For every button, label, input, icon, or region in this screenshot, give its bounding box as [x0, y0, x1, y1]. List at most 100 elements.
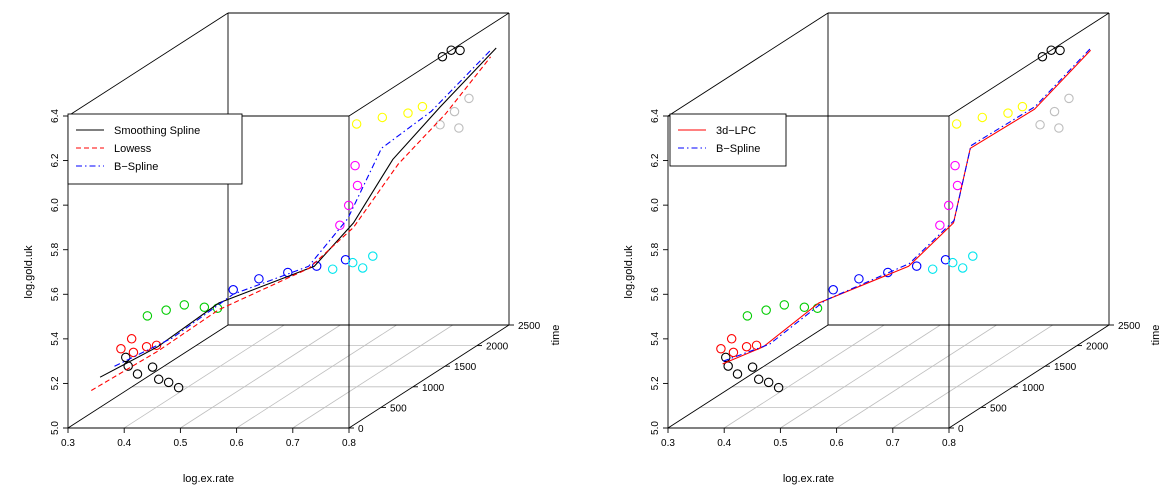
data-point — [173, 382, 184, 393]
data-point — [121, 352, 131, 363]
data-point — [927, 264, 938, 274]
z-tick-label: 500 — [390, 403, 407, 414]
y-axis-label: log.gold.uk — [623, 245, 635, 299]
curve-0 — [722, 49, 1091, 365]
data-point — [116, 344, 126, 354]
legend-label: Smoothing Spline — [114, 125, 200, 137]
curve-1 — [91, 56, 492, 391]
data-point — [812, 303, 823, 314]
y-tick-label: 5.2 — [50, 376, 61, 390]
series-7 — [1035, 93, 1074, 133]
series-4 — [927, 251, 978, 274]
box-edge — [67, 324, 229, 429]
data-point — [437, 51, 448, 62]
x-tick-label: 0.4 — [717, 438, 731, 449]
z-tick-label: 2500 — [1118, 321, 1141, 332]
series-0 — [721, 352, 784, 393]
series-8 — [1037, 45, 1065, 62]
data-point — [142, 311, 153, 321]
data-point — [311, 261, 322, 271]
data-point — [728, 347, 739, 358]
data-point — [883, 267, 893, 278]
data-point — [947, 257, 958, 268]
series-6 — [951, 101, 1028, 129]
y-tick-label: 6.2 — [50, 153, 61, 167]
data-point — [1017, 101, 1028, 112]
z-tick-label: 1500 — [454, 362, 477, 373]
y-tick-label: 5.0 — [50, 421, 61, 435]
data-point — [943, 200, 954, 211]
data-point — [721, 352, 731, 363]
data-point — [347, 257, 358, 268]
z-tick-label: 2000 — [1086, 342, 1109, 353]
series-1 — [116, 334, 162, 358]
data-point — [779, 300, 790, 310]
data-point — [228, 285, 238, 295]
y-tick-label: 5.2 — [650, 376, 661, 390]
box-edge — [667, 324, 829, 429]
x-tick-label: 0.4 — [117, 438, 131, 449]
data-point — [828, 285, 838, 295]
data-point — [454, 123, 464, 133]
z-axis-label: time — [1150, 325, 1162, 346]
data-point — [799, 302, 810, 313]
grid-line-x — [236, 324, 397, 429]
data-point — [935, 220, 945, 231]
grid-line-x — [723, 324, 885, 429]
series-4 — [327, 251, 378, 274]
x-axis-label: log.ex.rate — [183, 473, 234, 485]
y-tick-label: 5.0 — [650, 421, 661, 435]
data-point — [403, 108, 413, 118]
data-point — [212, 303, 223, 314]
data-point — [1064, 93, 1074, 104]
y-axis-label: log.gold.uk — [23, 245, 35, 299]
x-tick-label: 0.7 — [286, 438, 300, 449]
legend: 3d−LPC B−Spline — [669, 113, 787, 167]
grid-line-x — [292, 324, 454, 429]
series-8 — [437, 45, 465, 62]
z-tick-label: 1500 — [1054, 362, 1077, 373]
grid-line-x — [892, 324, 1054, 429]
panel-2: 0.3 0.4 0.5 0.6 0.7 0.8 5.0 5.2 5.4 5.6 5.8 6.0 6.2 6… — [623, 12, 1162, 485]
data-point — [716, 344, 726, 354]
data-point — [1055, 45, 1065, 56]
data-point — [1049, 106, 1060, 117]
x-tick-label: 0.5 — [773, 438, 787, 449]
y-tick-label: 6.2 — [650, 153, 661, 167]
data-point — [1003, 108, 1013, 118]
data-point — [147, 362, 158, 372]
data-point — [732, 369, 743, 379]
legend-label: B−Spline — [716, 143, 760, 155]
y-tick-label: 5.4 — [650, 331, 661, 345]
data-point — [199, 302, 210, 313]
z-tick-label: 0 — [358, 424, 364, 435]
data-point — [327, 264, 338, 274]
curve-0 — [99, 47, 497, 378]
data-point — [455, 45, 465, 56]
x-tick-label: 0.3 — [61, 438, 75, 449]
data-point — [726, 334, 737, 344]
data-point — [350, 160, 360, 171]
data-point — [747, 362, 758, 372]
z-tick-label: 0 — [958, 424, 964, 435]
y-tick-label: 6.4 — [50, 109, 61, 123]
data-point — [854, 274, 864, 284]
y-tick-label: 5.8 — [650, 242, 661, 256]
data-point — [968, 251, 978, 261]
data-point — [957, 263, 968, 273]
data-point — [753, 374, 764, 385]
y-tick-label: 6.0 — [650, 198, 661, 212]
data-point — [343, 200, 354, 211]
data-point — [351, 119, 362, 129]
data-point — [951, 119, 962, 129]
data-point — [1035, 120, 1045, 130]
z-tick-label: 2000 — [486, 342, 509, 353]
x-tick-label: 0.6 — [230, 438, 244, 449]
data-point — [742, 311, 753, 321]
x-tick-label: 0.5 — [173, 438, 187, 449]
box-edge — [67, 12, 229, 117]
data-point — [741, 341, 752, 352]
data-point — [464, 93, 474, 104]
